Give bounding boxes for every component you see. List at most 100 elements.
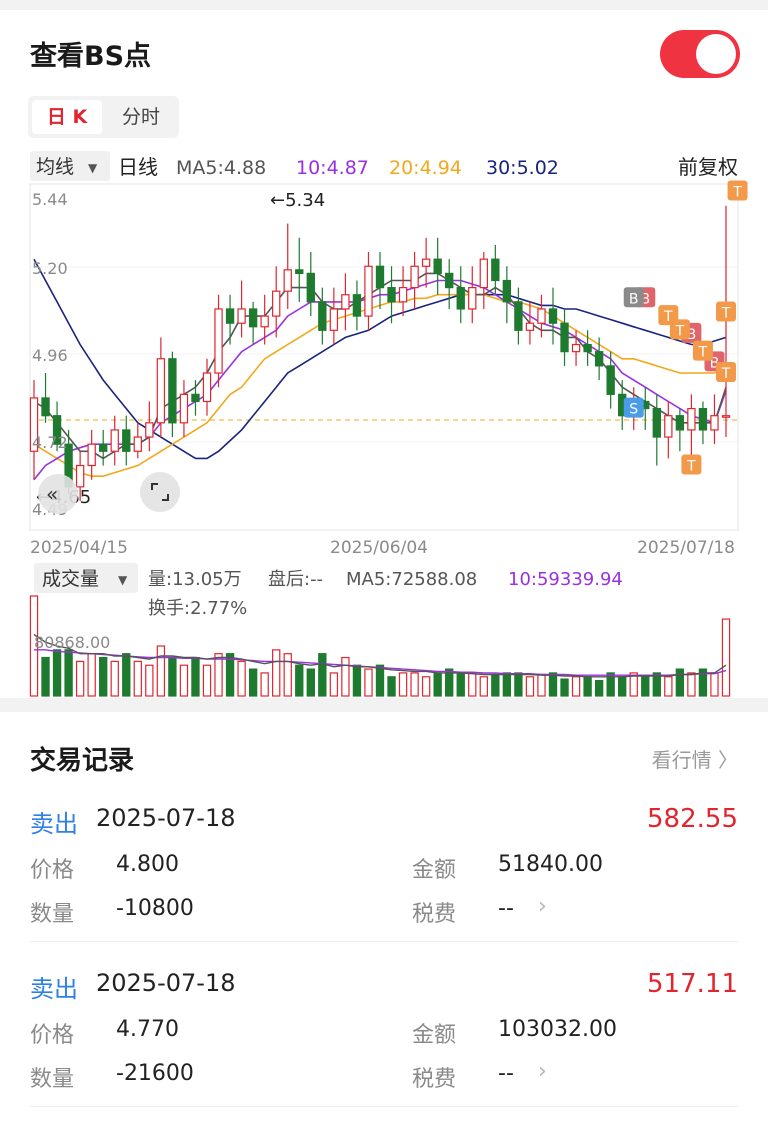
value-amount: 51840.00 (498, 852, 603, 877)
volume-bar (710, 672, 719, 697)
volume-bar (491, 673, 500, 697)
volume-bar (87, 653, 96, 697)
volume-bar (260, 672, 269, 697)
candle-body (179, 393, 189, 424)
candle-body (698, 407, 708, 431)
candle-body (525, 322, 535, 331)
fullscreen-button[interactable] (140, 472, 180, 512)
price-value: 4.770 (116, 1017, 179, 1042)
volume-bar (179, 664, 189, 697)
volume-bar (341, 656, 350, 697)
adjust-label[interactable]: 前复权 (678, 155, 738, 179)
signal-marker (716, 301, 736, 322)
ma5-label: MA5:4.88 (176, 157, 266, 179)
volume-bar (202, 664, 212, 697)
volume-bar (629, 672, 638, 697)
qty-label: 数量 (30, 902, 75, 927)
trade-side: 卖出 (30, 810, 78, 838)
section-divider (0, 698, 768, 712)
candle-body (583, 343, 592, 353)
tab-intraday[interactable]: 分时 (121, 106, 160, 128)
kline-chart[interactable]: 均线 ▼ 日线 MA5:4.88 10:4.87 20:4.94 30:5.02… (0, 148, 768, 698)
expand-icon (151, 483, 169, 501)
volume-bar (168, 656, 177, 697)
volume-bar (52, 649, 62, 697)
view-market-link[interactable]: 看行情 〉 (651, 748, 738, 772)
candle-body (398, 287, 408, 303)
candle-body (248, 308, 258, 328)
candle-body (502, 279, 512, 303)
candle-body (329, 308, 339, 331)
qty-value: -21600 (116, 1061, 194, 1086)
candle-body (479, 258, 488, 289)
volume-bar (41, 656, 50, 697)
candle-body (606, 365, 615, 395)
candle-body (721, 415, 731, 418)
volume-bar (110, 660, 119, 697)
divider (30, 941, 738, 942)
volume-bar (445, 668, 454, 697)
qty-label: 数量 (30, 1067, 75, 1092)
volume-bar (571, 676, 581, 697)
volume-bar (410, 672, 419, 697)
candle-body (652, 407, 661, 438)
candle-body (514, 301, 523, 331)
trade-side: 卖出 (30, 975, 78, 1003)
volume-bar (675, 668, 685, 697)
volume-bar (537, 673, 546, 697)
indicator-dropdown[interactable] (30, 151, 110, 181)
candle-body (352, 294, 362, 317)
volume-indicator-dropdown[interactable] (34, 563, 138, 593)
candle-body (341, 294, 350, 310)
bs-point-toggle[interactable] (660, 30, 740, 78)
kline-svg: 均线 ▼ 日线 MA5:4.88 10:4.87 20:4.94 30:5.02… (29, 151, 748, 697)
scroll-left-button[interactable] (38, 474, 78, 514)
tab-daily-k[interactable]: 日 K (32, 100, 102, 134)
signal-marker-label: T (732, 185, 742, 201)
price-value: 4.800 (116, 852, 179, 877)
volume_ma10-line (34, 649, 727, 676)
signal-marker (623, 397, 644, 418)
chevron-right-icon[interactable]: › (538, 894, 547, 919)
trade-record[interactable]: 卖出 2025-07-18 582.55 价格 4.800 金额 51840.0… (0, 804, 768, 970)
volume-bar (237, 660, 246, 697)
signal-marker (727, 180, 748, 201)
volume_ma5-line (33, 633, 727, 678)
value-label: 金额 (412, 1023, 457, 1048)
volume-bar (433, 672, 442, 697)
page-title: 查看BS点 (30, 41, 152, 72)
trade-record[interactable]: 卖出 2025-07-18 517.11 价格 4.770 金额 103032.… (0, 969, 768, 1130)
volume-bar (329, 672, 339, 697)
volume-bar (306, 668, 315, 697)
volume-bar (721, 618, 731, 697)
price-plot-frame (29, 183, 739, 531)
volume-bar (225, 653, 235, 697)
candle-body (571, 343, 581, 353)
volume-bar (272, 649, 281, 697)
candle-body (99, 443, 108, 452)
candles (29, 205, 731, 502)
status-strip (0, 0, 768, 10)
volume-bar (133, 660, 142, 697)
candle-body (560, 322, 569, 353)
volume-bar (191, 656, 200, 697)
chart-period-tabs: 日 K 分时 (28, 96, 179, 138)
candle-body (191, 393, 200, 403)
candle-body (41, 397, 50, 417)
candle-body (306, 272, 315, 303)
signal-marker-label: B (629, 291, 639, 307)
volume-ma5: MA5:72588.08 (346, 569, 477, 590)
volume-bar (502, 672, 512, 697)
volume-bar (583, 676, 592, 697)
volume-bar (548, 672, 558, 697)
high-annotation: ←5.34 (270, 190, 325, 211)
volume-bar (525, 676, 535, 697)
date-tick: 2025/06/04 (330, 538, 428, 558)
trade-records: 交易记录 看行情 〉 卖出 2025-07-18 582.55 价格 4.800… (0, 712, 768, 1130)
volume-bar (248, 668, 258, 697)
chevron-right-icon[interactable]: › (538, 1059, 547, 1084)
qty-value: -10800 (116, 896, 194, 921)
sell-marker-label: T (721, 366, 731, 382)
buy-marker-label: B (687, 327, 697, 343)
candle-body (168, 358, 177, 424)
